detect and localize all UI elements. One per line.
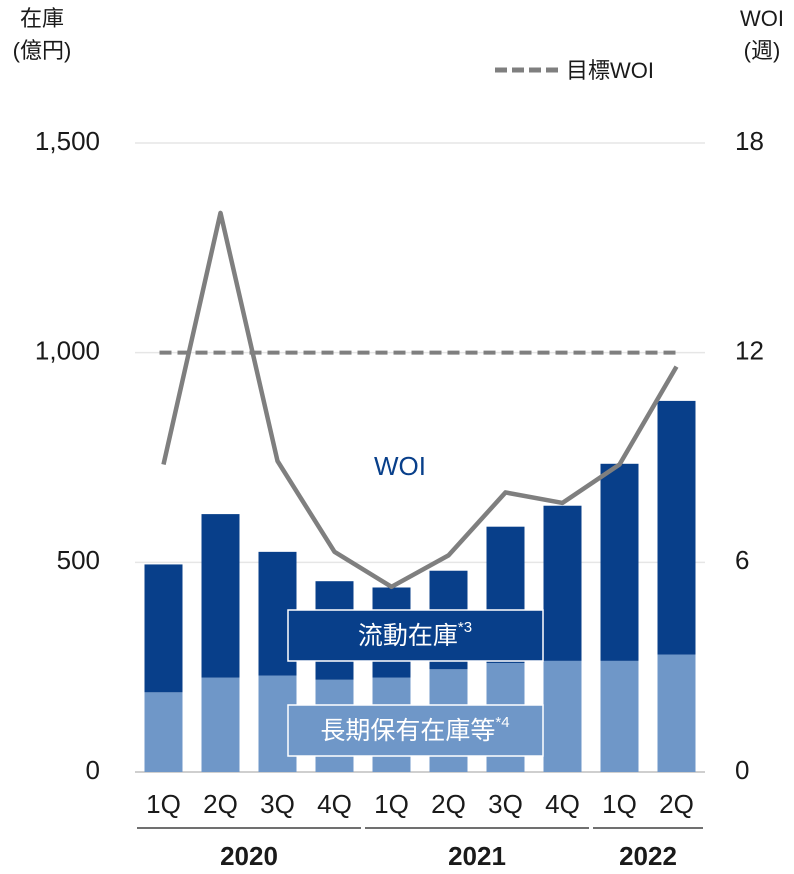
bar	[543, 660, 582, 772]
series-label-box	[287, 704, 544, 757]
line-label: WOI	[374, 451, 426, 481]
x-tick-label: 3Q	[260, 789, 295, 819]
y2-tick-label: 18	[735, 126, 764, 156]
series-label: 流動在庫*3	[358, 619, 472, 650]
y2-axis-label: (週)	[744, 38, 781, 63]
woi-line	[161, 210, 679, 590]
y-axis-label: (億円)	[13, 38, 72, 63]
series-name: 流動在庫	[358, 622, 458, 650]
series-note: *4	[495, 714, 509, 731]
x-tick-label: 4Q	[545, 789, 580, 819]
y-axis-label: 在庫	[20, 6, 64, 31]
series-label-box	[287, 609, 544, 662]
bar	[657, 654, 696, 772]
x-tick-label: 2Q	[203, 789, 238, 819]
series-note: *3	[458, 619, 472, 636]
y-tick-label: 0	[86, 755, 100, 785]
y2-axis-label: WOI	[740, 6, 784, 31]
x-group-label: 2022	[619, 841, 677, 871]
x-tick-label: 2Q	[659, 789, 694, 819]
bar	[201, 514, 240, 678]
y-tick-label: 500	[57, 545, 100, 575]
legend-label: 目標WOI	[566, 58, 654, 83]
x-tick-label: 1Q	[146, 789, 181, 819]
bar	[600, 463, 639, 661]
bar	[201, 677, 240, 772]
x-group-label: 2020	[220, 841, 278, 871]
x-tick-label: 1Q	[374, 789, 409, 819]
bar	[144, 564, 183, 693]
bar	[543, 505, 582, 661]
y-tick-label: 1,500	[35, 126, 100, 156]
x-tick-label: 4Q	[317, 789, 352, 819]
bar	[600, 660, 639, 772]
x-group-label: 2021	[448, 841, 506, 871]
y2-tick-label: 0	[735, 755, 749, 785]
series-name: 長期保有在庫等	[320, 717, 495, 745]
x-tick-label: 1Q	[602, 789, 637, 819]
series-label: 長期保有在庫等*4	[320, 714, 509, 745]
x-tick-label: 3Q	[488, 789, 523, 819]
x-tick-label: 2Q	[431, 789, 466, 819]
bar	[657, 400, 696, 655]
y2-tick-label: 12	[735, 336, 764, 366]
y-tick-label: 1,000	[35, 336, 100, 366]
y2-tick-label: 6	[735, 545, 749, 575]
bar	[144, 692, 183, 772]
